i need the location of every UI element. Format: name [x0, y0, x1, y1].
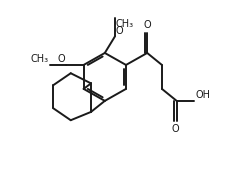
Text: O: O	[143, 20, 151, 30]
Text: O: O	[57, 54, 65, 64]
Text: O: O	[116, 26, 123, 36]
Text: OH: OH	[195, 90, 210, 100]
Text: CH₃: CH₃	[116, 19, 134, 29]
Text: O: O	[172, 124, 180, 134]
Text: CH₃: CH₃	[30, 54, 49, 64]
